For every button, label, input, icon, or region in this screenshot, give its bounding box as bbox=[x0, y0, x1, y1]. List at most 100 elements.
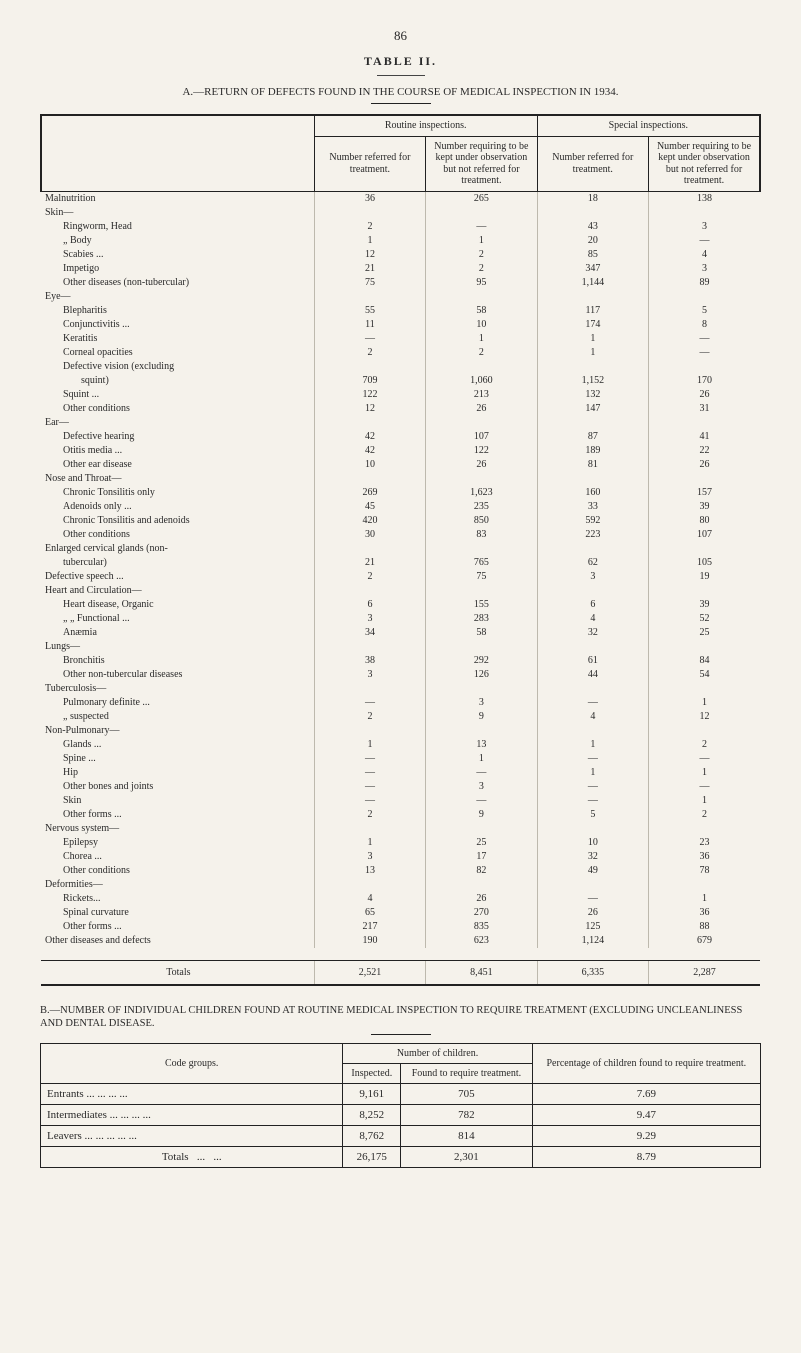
row-value: 26 bbox=[426, 892, 537, 906]
row-value: 1 bbox=[649, 696, 760, 710]
row-label: Other conditions bbox=[41, 864, 314, 878]
table-row: Otitis media ...4212218922 bbox=[41, 444, 760, 458]
row-value: 1 bbox=[649, 892, 760, 906]
table-row: Impetigo2123473 bbox=[41, 262, 760, 276]
row-label: Defective hearing bbox=[41, 430, 314, 444]
row-value: 5 bbox=[537, 808, 648, 822]
row-value bbox=[537, 290, 648, 304]
row-value: 62 bbox=[537, 556, 648, 570]
b-row-value: 8,252 bbox=[343, 1105, 401, 1126]
row-label: Tuberculosis— bbox=[41, 682, 314, 696]
section-b-rule bbox=[371, 1034, 431, 1035]
row-value: 117 bbox=[537, 304, 648, 318]
row-value: 39 bbox=[649, 500, 760, 514]
b-hdr-code: Code groups. bbox=[41, 1044, 343, 1084]
row-value: 217 bbox=[314, 920, 425, 934]
row-value: 26 bbox=[649, 458, 760, 472]
table-row: Scabies ...122854 bbox=[41, 248, 760, 262]
table-row: Spinal curvature652702636 bbox=[41, 906, 760, 920]
row-value: 10 bbox=[537, 836, 648, 850]
row-value: 4 bbox=[649, 248, 760, 262]
row-value: — bbox=[537, 892, 648, 906]
table-row: Other non-tubercular diseases31264454 bbox=[41, 668, 760, 682]
table-row: Other diseases (non-tubercular)75951,144… bbox=[41, 276, 760, 290]
row-value: 1,152 bbox=[537, 374, 648, 388]
row-value: 1,144 bbox=[537, 276, 648, 290]
page: 86 TABLE II. A.—RETURN OF DEFECTS FOUND … bbox=[0, 0, 801, 1353]
row-value: 81 bbox=[537, 458, 648, 472]
row-value: 3 bbox=[649, 262, 760, 276]
row-value: 3 bbox=[649, 220, 760, 234]
row-value: 2 bbox=[314, 570, 425, 584]
row-value: 82 bbox=[426, 864, 537, 878]
row-value: — bbox=[537, 696, 648, 710]
table-row: Hip——11 bbox=[41, 766, 760, 780]
row-value bbox=[314, 290, 425, 304]
row-value: 34 bbox=[314, 626, 425, 640]
row-label: Spinal curvature bbox=[41, 906, 314, 920]
row-value bbox=[537, 206, 648, 220]
row-value: 1 bbox=[537, 766, 648, 780]
row-value: — bbox=[649, 752, 760, 766]
row-value bbox=[314, 416, 425, 430]
section-a-rule bbox=[371, 103, 431, 104]
row-value: 26 bbox=[426, 458, 537, 472]
row-value: 2 bbox=[649, 738, 760, 752]
row-value: 122 bbox=[426, 444, 537, 458]
section-b-title: B.—NUMBER OF INDIVIDUAL CHILDREN FOUND A… bbox=[40, 1004, 761, 1035]
row-value: 709 bbox=[314, 374, 425, 388]
row-value: 80 bbox=[649, 514, 760, 528]
row-value bbox=[537, 822, 648, 836]
row-label: Skin bbox=[41, 794, 314, 808]
row-value bbox=[426, 682, 537, 696]
row-value: 269 bbox=[314, 486, 425, 500]
table-row: Anæmia34583225 bbox=[41, 626, 760, 640]
row-value: 157 bbox=[649, 486, 760, 500]
row-label: Defective vision (excluding bbox=[41, 360, 314, 374]
row-value: 65 bbox=[314, 906, 425, 920]
row-label: Blepharitis bbox=[41, 304, 314, 318]
row-value: 107 bbox=[649, 528, 760, 542]
row-label: „ Body bbox=[41, 234, 314, 248]
row-value bbox=[426, 822, 537, 836]
row-label: Other ear disease bbox=[41, 458, 314, 472]
table-row: Entrants9,1617057.69 bbox=[41, 1084, 761, 1105]
b-totals-v0: 26,175 bbox=[343, 1147, 401, 1168]
row-value: 19 bbox=[649, 570, 760, 584]
row-label: Spine ... bbox=[41, 752, 314, 766]
row-label: Ringworm, Head bbox=[41, 220, 314, 234]
row-value: 4 bbox=[314, 892, 425, 906]
row-value: 8 bbox=[649, 318, 760, 332]
row-value: 45 bbox=[314, 500, 425, 514]
table-row: Other bones and joints—3—— bbox=[41, 780, 760, 794]
table-row: Rickets...426—1 bbox=[41, 892, 760, 906]
table-row: Blepharitis55581175 bbox=[41, 304, 760, 318]
row-value: 2 bbox=[314, 808, 425, 822]
row-value: 126 bbox=[426, 668, 537, 682]
row-value: — bbox=[649, 346, 760, 360]
row-value: 292 bbox=[426, 654, 537, 668]
row-value: 33 bbox=[537, 500, 648, 514]
row-value: — bbox=[314, 780, 425, 794]
table-b: Code groups. Number of children. Percent… bbox=[40, 1043, 761, 1168]
totals-label: Totals bbox=[41, 960, 314, 985]
row-label: „ suspected bbox=[41, 710, 314, 724]
table-row: Chronic Tonsilitis and adenoids420850592… bbox=[41, 514, 760, 528]
row-value bbox=[426, 416, 537, 430]
row-value: 12 bbox=[649, 710, 760, 724]
row-value: 1 bbox=[314, 836, 425, 850]
row-value: 32 bbox=[537, 626, 648, 640]
row-value: 2 bbox=[314, 710, 425, 724]
table-row: Conjunctivitis ...11101748 bbox=[41, 318, 760, 332]
table-row: Non-Pulmonary— bbox=[41, 724, 760, 738]
row-label: Lungs— bbox=[41, 640, 314, 654]
table-row: Other diseases and defects1906231,124679 bbox=[41, 934, 760, 948]
row-value: 623 bbox=[426, 934, 537, 948]
row-value: 13 bbox=[426, 738, 537, 752]
row-value bbox=[537, 878, 648, 892]
table-row: Epilepsy1251023 bbox=[41, 836, 760, 850]
row-value: 3 bbox=[314, 668, 425, 682]
row-value bbox=[426, 206, 537, 220]
totals-v1: 8,451 bbox=[426, 960, 537, 985]
row-value: 4 bbox=[537, 710, 648, 724]
